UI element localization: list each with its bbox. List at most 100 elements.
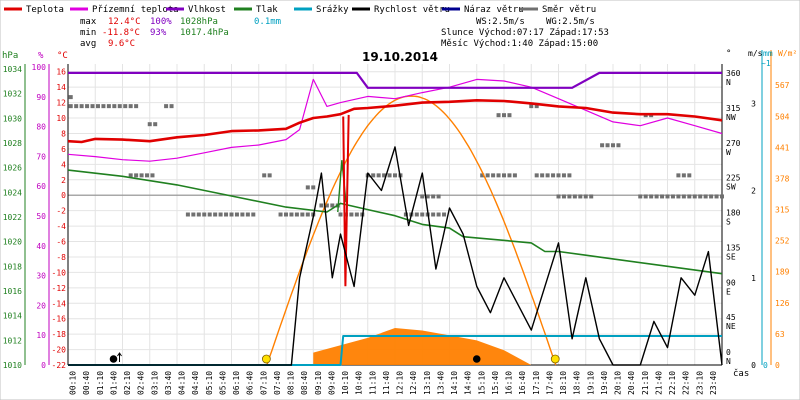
temp-unit-label: °C [57, 51, 68, 61]
wind-direction-point [90, 104, 95, 109]
legend-label: Přízemní teplota [92, 5, 179, 15]
x-tick-label: 15:40 [491, 371, 500, 395]
x-tick-label: 14:40 [464, 371, 473, 395]
wind-direction-point [485, 173, 490, 178]
humidity-tick-label: 80 [36, 123, 46, 132]
pressure-tick-label: 1024 [3, 188, 22, 197]
x-tick-label: 00:10 [69, 371, 78, 395]
x-tick-label: 13:10 [423, 371, 432, 395]
temp-tick-label: 16 [56, 68, 66, 77]
pressure-tick-label: 1016 [3, 287, 22, 296]
wind-direction-point [654, 194, 659, 199]
wind-direction-point [85, 104, 90, 109]
pressure-tick-label: 1032 [3, 90, 22, 99]
radiation-tick-label: 189 [775, 268, 790, 277]
wind-direction-point [561, 194, 566, 199]
x-tick-label: 01:40 [109, 371, 118, 395]
temp-tick-label: 0 [61, 191, 66, 200]
wind-direction-point [638, 194, 643, 199]
wind-direction-point [311, 185, 316, 190]
temp-tick-label: -14 [52, 299, 67, 308]
wind-direction-point [616, 143, 621, 148]
wind-direction-point [491, 173, 496, 178]
x-tick-label: 21:10 [641, 371, 650, 395]
direction-unit-label: ° [726, 49, 731, 59]
legend-label: Teplota [26, 5, 64, 15]
wind-direction-point [480, 173, 485, 178]
x-tick-label: 05:10 [205, 371, 214, 395]
x-tick-label: 06:10 [232, 371, 241, 395]
wind-direction-point [224, 212, 229, 217]
wind-direction-point [403, 212, 408, 217]
wind-direction-point [117, 104, 122, 109]
x-tick-label: 11:10 [368, 371, 377, 395]
humidity-tick-label: 90 [36, 93, 46, 102]
x-tick-label: 21:40 [654, 371, 663, 395]
temp-tick-label: -22 [52, 361, 67, 370]
wind-direction-point [95, 104, 100, 109]
wind-direction-point [502, 173, 506, 178]
wind-direction-point [338, 212, 343, 217]
temp-tick-label: -18 [52, 330, 67, 339]
x-tick-label: 04:10 [178, 371, 187, 395]
wind-direction-point [567, 194, 572, 199]
direction-tick-letter: W [726, 148, 731, 157]
wind-direction-point [284, 212, 288, 217]
stat-min-temp: -11.8°C [102, 28, 140, 38]
wind-direction-point [507, 173, 512, 178]
x-tick-label: 19:10 [586, 371, 595, 395]
radiation-tick-label: 567 [775, 81, 790, 90]
temp-tick-label: 8 [61, 129, 66, 138]
direction-tick-letter: S [726, 218, 731, 227]
stats-panel: max 12.4°C 100% 1028hPa 0.1mm min -11.8°… [80, 17, 609, 49]
x-tick-label: 10:40 [355, 371, 364, 395]
temp-tick-label: -6 [56, 238, 66, 247]
series-ground-temperature [67, 78, 723, 162]
rain-tick-label: ~1 [761, 59, 771, 68]
wind-direction-point [185, 212, 190, 217]
wind-direction-point [207, 212, 212, 217]
wind-direction-point [262, 173, 267, 178]
wind-direction-point [300, 212, 305, 217]
stat-max-temp: 12.4°C [108, 17, 141, 27]
wind-direction-point [551, 173, 556, 178]
humidity-tick-label: 50 [36, 212, 46, 221]
direction-tick-letter: E [726, 287, 731, 296]
temp-tick-label: 2 [61, 176, 66, 185]
stat-precip: 0.1mm [254, 17, 281, 27]
wind-direction-point [714, 194, 719, 199]
wind-direction-point [134, 104, 139, 109]
humidity-tick-label: 10 [36, 331, 46, 340]
humidity-tick-label: 60 [36, 182, 46, 191]
wind-direction-point [529, 104, 534, 109]
series-humidity [68, 71, 722, 89]
wind-direction-point [425, 194, 430, 199]
x-tick-label: 16:10 [505, 371, 514, 395]
x-tick-label: 07:40 [273, 371, 282, 395]
x-tick-label: 10:10 [341, 371, 350, 395]
wind-direction-point [294, 212, 299, 217]
chart-title: 19.10.2014 [362, 50, 438, 64]
temp-tick-label: -12 [52, 284, 67, 293]
x-tick-label: 20:40 [627, 371, 636, 395]
stat-min-label: min [80, 28, 96, 38]
wind-direction-point [556, 173, 561, 178]
direction-tick-degrees: 0 [726, 348, 731, 357]
wind-direction-point [245, 212, 250, 217]
legend-label: Směr větru [542, 5, 596, 15]
moonrise-arrow [117, 352, 122, 362]
wind-direction-point [502, 113, 506, 118]
x-tick-label: 03:40 [164, 371, 173, 395]
wind-direction-point [643, 194, 648, 199]
wind-direction-point [687, 194, 692, 199]
wind-direction-point [128, 173, 133, 178]
wind-direction-point [676, 173, 681, 178]
humidity-unit-label: % [38, 51, 44, 61]
wind-direction-point [589, 194, 594, 199]
pressure-unit-label: hPa [2, 51, 18, 61]
wind-direction-point [234, 212, 239, 217]
moonset-marker [472, 355, 481, 363]
moonrise-marker [109, 355, 118, 363]
stat-min-press: 1017.4hPa [180, 28, 229, 38]
pressure-tick-label: 1034 [3, 65, 22, 74]
